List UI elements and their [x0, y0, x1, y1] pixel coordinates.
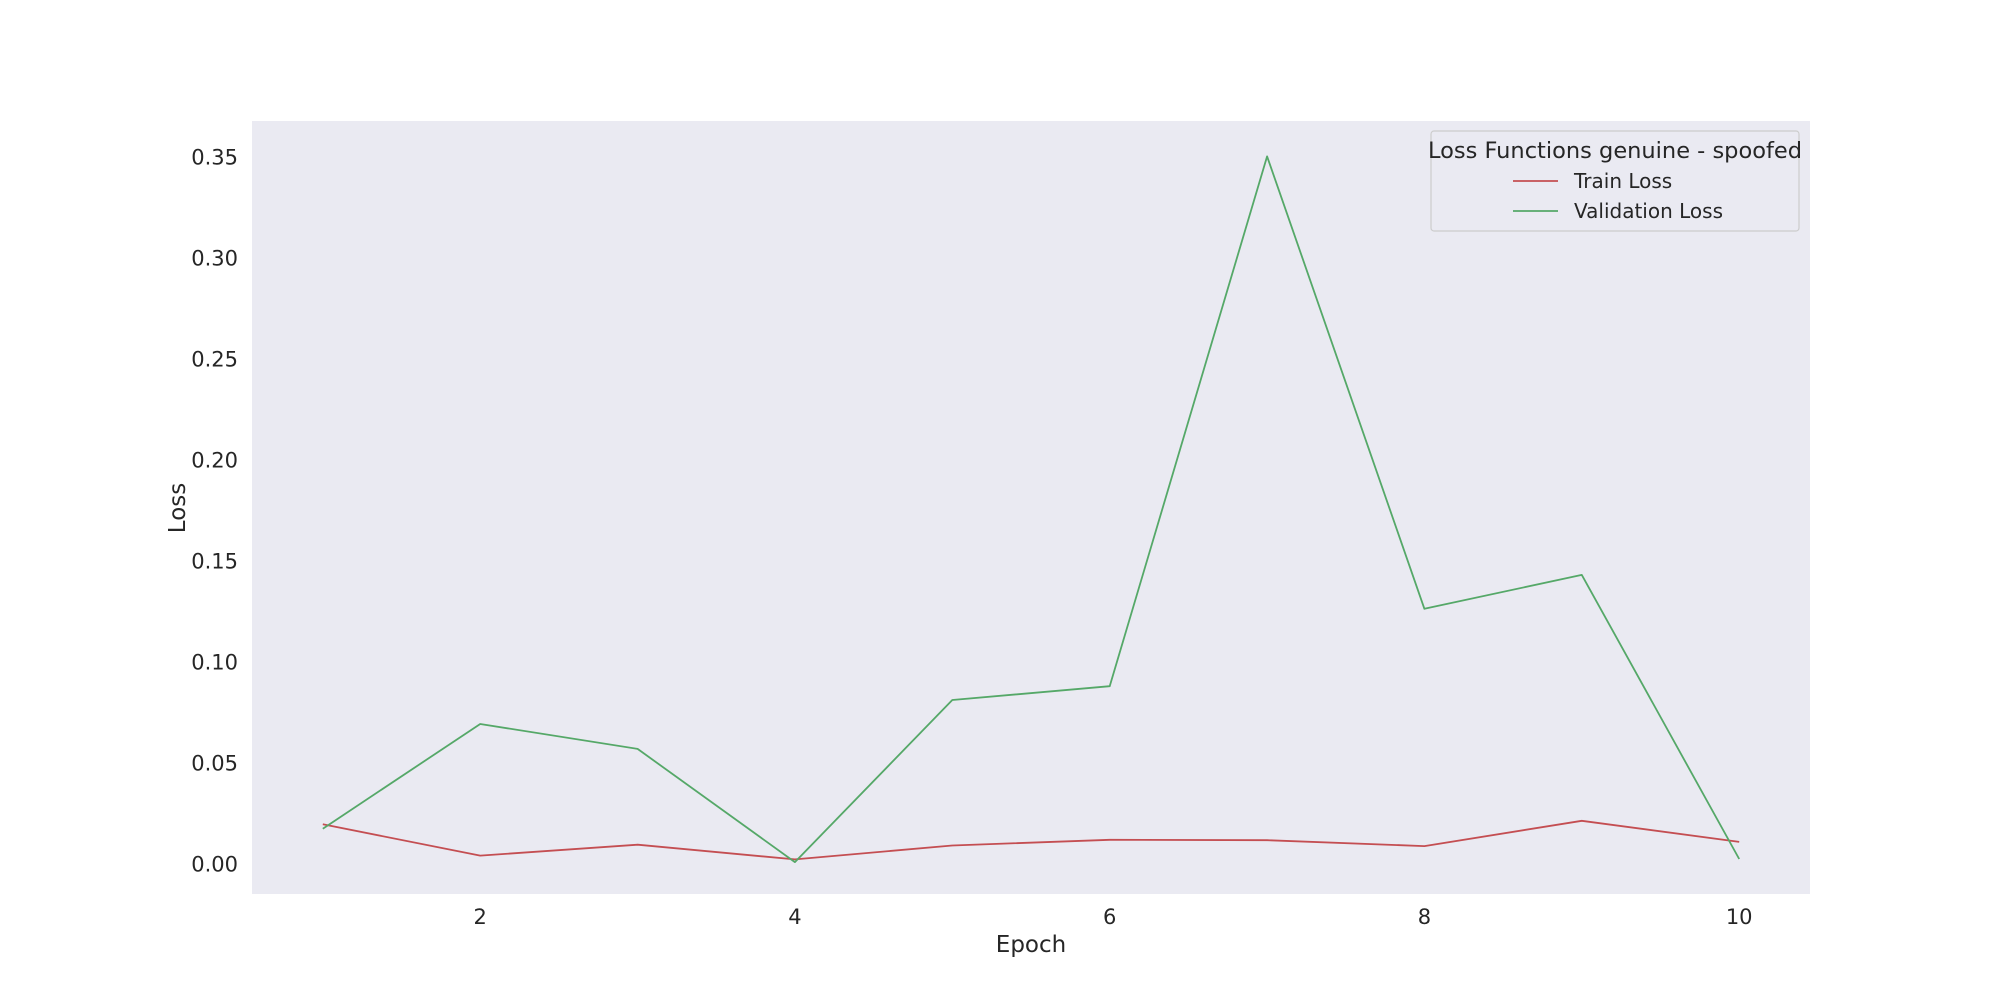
x-tick-label: 10 — [1726, 905, 1753, 929]
y-tick-label: 0.15 — [191, 550, 238, 574]
x-axis-label: Epoch — [996, 932, 1066, 958]
legend-label-train-loss: Train Loss — [1573, 169, 1672, 193]
plot-background — [252, 121, 1810, 894]
x-tick-label: 6 — [1103, 905, 1116, 929]
series-line-validation-loss — [322, 155, 1740, 863]
x-axis-ticks: 2 4 6 8 10 — [474, 905, 1753, 929]
y-tick-label: 0.35 — [191, 145, 238, 169]
y-axis-ticks: 0.00 0.05 0.10 0.15 0.20 0.25 0.30 0.35 — [191, 145, 238, 876]
series-line-train-loss — [322, 819, 1740, 861]
y-tick-label: 0.25 — [191, 347, 238, 371]
legend-box — [1430, 130, 1800, 232]
legend: Loss Functions genuine - spoofed Train L… — [1428, 130, 1802, 232]
y-tick-label: 0.05 — [191, 752, 238, 776]
legend-title: Loss Functions genuine - spoofed — [1428, 138, 1802, 164]
legend-label-validation-loss: Validation Loss — [1574, 199, 1723, 223]
y-tick-label: 0.00 — [191, 853, 238, 877]
series-layer — [322, 155, 1740, 863]
y-axis-label: Loss — [165, 483, 191, 533]
x-tick-label: 4 — [788, 905, 801, 929]
x-tick-label: 8 — [1418, 905, 1431, 929]
y-tick-label: 0.20 — [191, 449, 238, 473]
x-tick-label: 2 — [474, 905, 487, 929]
y-tick-label: 0.30 — [191, 246, 238, 270]
y-tick-label: 0.10 — [191, 651, 238, 675]
